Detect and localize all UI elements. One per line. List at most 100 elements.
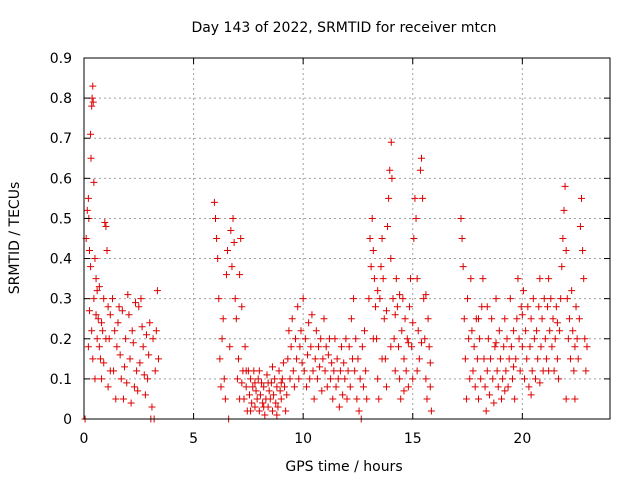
data-point [275,367,283,375]
data-point [242,383,250,391]
data-point [518,343,526,351]
data-point [362,367,370,375]
data-point [501,387,509,395]
data-point [276,387,284,395]
data-point [216,355,224,363]
data-point [583,343,591,351]
data-point [153,287,161,295]
data-point [111,327,119,335]
data-point [354,355,362,363]
data-point [514,275,522,283]
data-point [529,295,537,303]
data-point [152,327,160,335]
data-point [355,407,363,415]
data-point [413,275,421,283]
data-point [363,395,371,403]
data-point [123,379,131,387]
data-point [345,343,353,351]
data-point [561,182,569,190]
data-point [416,166,424,174]
data-point [328,359,336,367]
data-point [528,367,536,375]
y-tick-label: 0.9 [50,51,72,67]
data-point [565,315,573,323]
data-point [385,194,393,202]
data-point [215,295,223,303]
data-point [248,399,256,407]
data-point [387,255,395,263]
data-point [542,355,550,363]
data-point [518,311,526,319]
data-point [119,395,127,403]
data-point [95,343,103,351]
data-point [469,367,477,375]
data-point [412,214,420,222]
data-point [485,391,493,399]
data-point [279,359,287,367]
data-point [112,395,120,403]
data-point [387,343,395,351]
data-point [117,375,125,383]
data-point [482,407,490,415]
data-point [562,247,570,255]
data-point [132,299,140,307]
data-point [252,387,260,395]
data-point [388,174,396,182]
data-point [511,395,519,403]
data-point [458,235,466,242]
data-point [87,130,95,138]
data-point [515,335,523,343]
data-point [331,335,339,343]
data-point [510,363,518,371]
data-point [108,295,116,303]
data-point [121,363,129,371]
data-point [418,154,426,162]
data-point [408,343,416,351]
data-point [464,295,472,303]
data-point [426,359,434,367]
data-point [95,283,103,291]
data-point [316,363,324,371]
data-point [301,335,309,343]
data-point [483,303,491,311]
data-point [541,335,549,343]
data-point [311,355,319,363]
data-point [87,263,95,271]
data-point [217,383,225,391]
data-point [538,315,546,323]
data-point [273,411,281,419]
data-point [146,319,154,327]
x-tick-label: 15 [404,431,422,447]
data-point [133,367,141,375]
data-point [274,403,282,411]
data-point [546,327,554,335]
data-point [229,214,237,222]
data-points [81,82,591,423]
data-point [399,295,407,303]
data-point [502,367,510,375]
data-point [352,335,360,343]
y-tick-label: 0.1 [50,372,72,388]
data-point [567,355,575,363]
data-point [578,194,586,202]
data-point [410,235,418,242]
data-point [125,311,133,319]
chart-title: Day 143 of 2022, SRMTID for receiver mtc… [191,20,496,36]
data-point [489,375,497,383]
data-point [258,379,266,387]
data-point [507,343,515,351]
data-point [353,395,361,403]
data-point [241,343,249,351]
data-point [85,307,93,315]
data-point [545,275,553,283]
y-tick-label: 0.3 [50,292,72,308]
data-point [118,307,126,315]
data-point [572,303,580,311]
data-point [467,275,475,283]
data-point [415,355,423,363]
data-point [582,367,590,375]
data-point [351,367,359,375]
axis-ticks: 0 5 10 15 20 0 0.1 0.2 0.3 0.4 0.5 0.6 0.7 0.8 0.9 [50,51,610,447]
data-point [224,247,232,255]
